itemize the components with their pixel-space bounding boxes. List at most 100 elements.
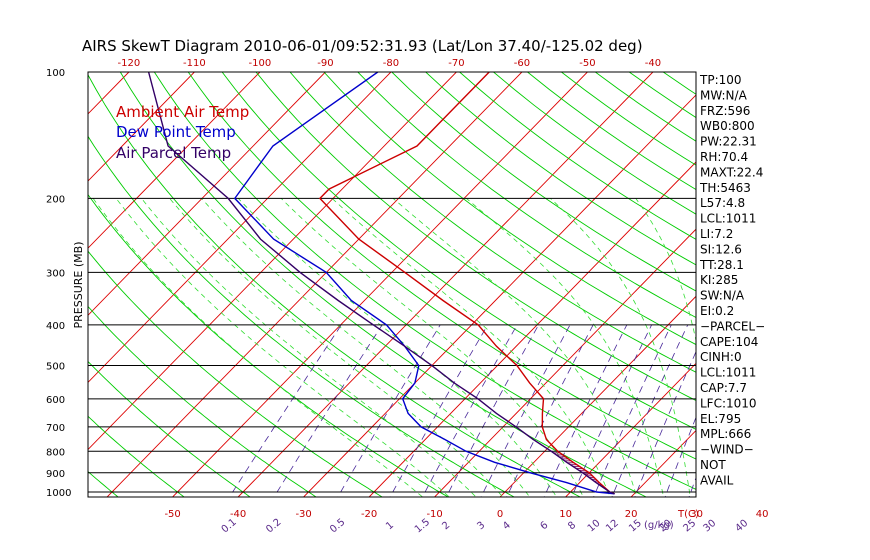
ambient-temp-line bbox=[318, 72, 615, 495]
stat-line: CAP:7.7 bbox=[700, 381, 747, 395]
isotherm-line bbox=[237, 72, 654, 497]
pressure-tick-label: 900 bbox=[46, 469, 65, 480]
dry-adiabat-line bbox=[255, 72, 696, 402]
pressure-tick-label: 800 bbox=[46, 447, 65, 458]
bottom-temp-tick-label: -50 bbox=[164, 509, 180, 520]
moist-adiabat-line bbox=[635, 198, 696, 343]
stat-line: MAXT:22.4 bbox=[700, 165, 763, 179]
bottom-temp-tick-label: -40 bbox=[230, 509, 246, 520]
isotherm-line bbox=[106, 72, 523, 497]
mixing-ratio-line bbox=[480, 324, 571, 497]
dewpoint-line bbox=[233, 72, 615, 495]
mixing-ratio-line bbox=[445, 324, 539, 497]
dry-adiabat-line bbox=[323, 72, 696, 346]
stat-line: WB0:800 bbox=[700, 119, 755, 133]
legend-ambient: Ambient Air Temp bbox=[116, 103, 249, 121]
bottom-temp-tick-label: -10 bbox=[426, 509, 442, 520]
bottom-temp-tick-label: 40 bbox=[756, 509, 769, 520]
pressure-tick-label: 1000 bbox=[46, 488, 71, 499]
mixing-ratio-label: 40 bbox=[734, 518, 751, 535]
mixing-ratio-label: 0.2 bbox=[264, 517, 283, 536]
profile-lines bbox=[147, 72, 615, 495]
mixing-ratio-line bbox=[543, 324, 628, 497]
background-lines bbox=[88, 72, 870, 503]
stat-line: TP:100 bbox=[699, 73, 742, 87]
mixing-ratio-label: 30 bbox=[701, 518, 718, 535]
legend-parcel: Air Parcel Temp bbox=[116, 144, 231, 162]
stat-line: EI:0.2 bbox=[700, 304, 734, 318]
moist-adiabat-line bbox=[141, 198, 477, 497]
mixing-ratio-label: 4 bbox=[501, 520, 513, 533]
mixing-ratio-label: 12 bbox=[604, 518, 621, 535]
stat-line: TH:5463 bbox=[699, 181, 751, 195]
stat-line: SI:12.6 bbox=[700, 242, 742, 256]
stat-line: CINH:0 bbox=[700, 350, 742, 364]
dry-adiabat-line bbox=[88, 470, 119, 497]
top-temp-tick-label: -50 bbox=[579, 58, 595, 69]
isotherm-line bbox=[828, 72, 870, 497]
legend: Ambient Air Temp Dew Point Temp Air Parc… bbox=[116, 103, 249, 162]
dry-adiabat-line bbox=[187, 72, 696, 460]
dry-adiabat-line bbox=[527, 72, 696, 191]
plot-frame bbox=[87, 71, 697, 498]
bottom-temp-tick-label: 30 bbox=[690, 509, 703, 520]
mixing-ratio-line bbox=[611, 324, 689, 497]
isotherm-line bbox=[88, 72, 195, 182]
top-temp-tick-label: -80 bbox=[383, 58, 399, 69]
top-temp-tick-label: -70 bbox=[448, 58, 464, 69]
top-temp-tick-label: -110 bbox=[183, 58, 206, 69]
moist-adiabat-line bbox=[280, 198, 584, 497]
stat-line: LI:7.2 bbox=[700, 227, 733, 241]
mixing-ratio-line bbox=[389, 324, 489, 497]
top-temp-tick-label: -100 bbox=[249, 58, 272, 69]
dry-adiabat-line bbox=[799, 72, 870, 503]
mixing-ratio-label: 25 bbox=[681, 518, 698, 535]
stat-line: RH:70.4 bbox=[700, 150, 748, 164]
stat-line: MW:N/A bbox=[700, 88, 748, 102]
stat-line: TT:28.1 bbox=[699, 258, 744, 272]
bottom-temp-tick-label: 10 bbox=[559, 509, 572, 520]
mixing-ratio-label: 1 bbox=[384, 520, 396, 533]
chart-title: AIRS SkewT Diagram 2010-06-01/09:52:31.9… bbox=[82, 37, 643, 55]
mixing-ratio-line bbox=[571, 324, 652, 497]
mixing-ratio-label: 6 bbox=[539, 520, 551, 533]
mixing-ratio-line bbox=[634, 350, 696, 497]
mixing-ratio-line bbox=[421, 324, 518, 497]
dry-adiabat-line bbox=[459, 72, 696, 240]
pressure-tick-label: 700 bbox=[46, 423, 65, 434]
mixing-ratio-label: 10 bbox=[586, 518, 603, 535]
moist-adiabat-line bbox=[115, 198, 450, 497]
top-temp-tick-label: -90 bbox=[317, 58, 333, 69]
dry-adiabat-line bbox=[765, 72, 870, 503]
stat-line: SW:N/A bbox=[700, 289, 745, 303]
isotherm-line bbox=[88, 72, 326, 316]
mixing-ratio-line bbox=[593, 324, 672, 497]
mixing-ratio-line bbox=[506, 324, 594, 497]
moist-adiabat-line bbox=[201, 198, 531, 497]
bottom-temp-tick-label: 0 bbox=[497, 509, 503, 520]
isotherm-line bbox=[303, 94, 696, 497]
stat-line: −PARCEL− bbox=[700, 319, 765, 333]
stat-line: AVAIL bbox=[700, 473, 734, 487]
bottom-temp-tick-label: -30 bbox=[295, 509, 311, 520]
stat-line: PW:22.31 bbox=[700, 135, 757, 149]
isotherm-line bbox=[368, 161, 696, 497]
dry-adiabat-line bbox=[289, 72, 696, 373]
mixing-ratio-line bbox=[229, 324, 342, 497]
dry-adiabat-line bbox=[391, 72, 696, 292]
dry-adiabat-line bbox=[662, 72, 696, 95]
legend-dewpoint: Dew Point Temp bbox=[116, 123, 236, 141]
moist-adiabat-line bbox=[169, 198, 504, 497]
stat-line: EL:795 bbox=[700, 412, 741, 426]
mixing-ratio-label: 0.5 bbox=[328, 517, 347, 536]
pressure-tick-label: 600 bbox=[46, 395, 65, 406]
isotherm-line bbox=[88, 72, 457, 451]
dry-adiabat-line bbox=[357, 72, 696, 318]
mixing-ratio-line bbox=[739, 325, 803, 503]
mixing-ratio-label: 2 bbox=[440, 520, 452, 533]
dry-adiabat-line bbox=[833, 72, 870, 503]
isotherm-line bbox=[565, 362, 696, 497]
stat-line: LCL:1011 bbox=[700, 366, 756, 380]
